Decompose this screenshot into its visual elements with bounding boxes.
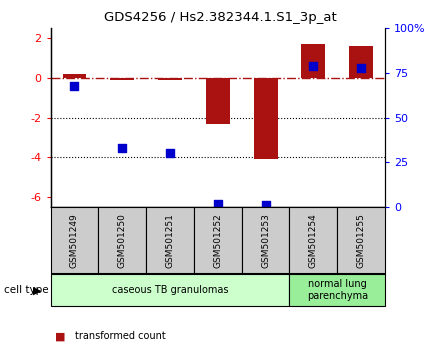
Point [214, 201, 221, 206]
Bar [51, 207, 99, 274]
Point [262, 202, 269, 208]
Text: GSM501250: GSM501250 [118, 213, 127, 268]
Text: GDS4256 / Hs2.382344.1.S1_3p_at: GDS4256 / Hs2.382344.1.S1_3p_at [104, 11, 336, 24]
Bar [206, 78, 230, 124]
Bar [194, 207, 242, 274]
Bar [158, 78, 182, 80]
Bar [301, 44, 325, 78]
Bar [349, 46, 373, 78]
Point [119, 145, 126, 151]
Bar [51, 274, 290, 306]
Bar [290, 207, 337, 274]
Bar [99, 207, 146, 274]
Point [166, 151, 173, 156]
Point [310, 63, 317, 69]
Text: normal lung
parenchyma: normal lung parenchyma [307, 279, 368, 301]
Bar [146, 207, 194, 274]
Bar [337, 207, 385, 274]
Text: ■: ■ [55, 331, 66, 341]
Bar [62, 74, 86, 78]
Text: caseous TB granulomas: caseous TB granulomas [112, 285, 228, 295]
Point [358, 65, 365, 70]
Bar [242, 207, 290, 274]
Bar [290, 274, 385, 306]
Bar [253, 78, 278, 159]
Text: GSM501253: GSM501253 [261, 213, 270, 268]
Text: GSM501249: GSM501249 [70, 213, 79, 268]
Bar [110, 78, 134, 80]
Text: GSM501251: GSM501251 [165, 213, 175, 268]
Point [71, 83, 78, 88]
Text: GSM501254: GSM501254 [309, 213, 318, 268]
Text: GSM501255: GSM501255 [356, 213, 366, 268]
Text: GSM501252: GSM501252 [213, 213, 222, 268]
Text: transformed count: transformed count [75, 331, 165, 341]
Text: cell type: cell type [4, 285, 49, 295]
Text: ▶: ▶ [33, 285, 42, 295]
